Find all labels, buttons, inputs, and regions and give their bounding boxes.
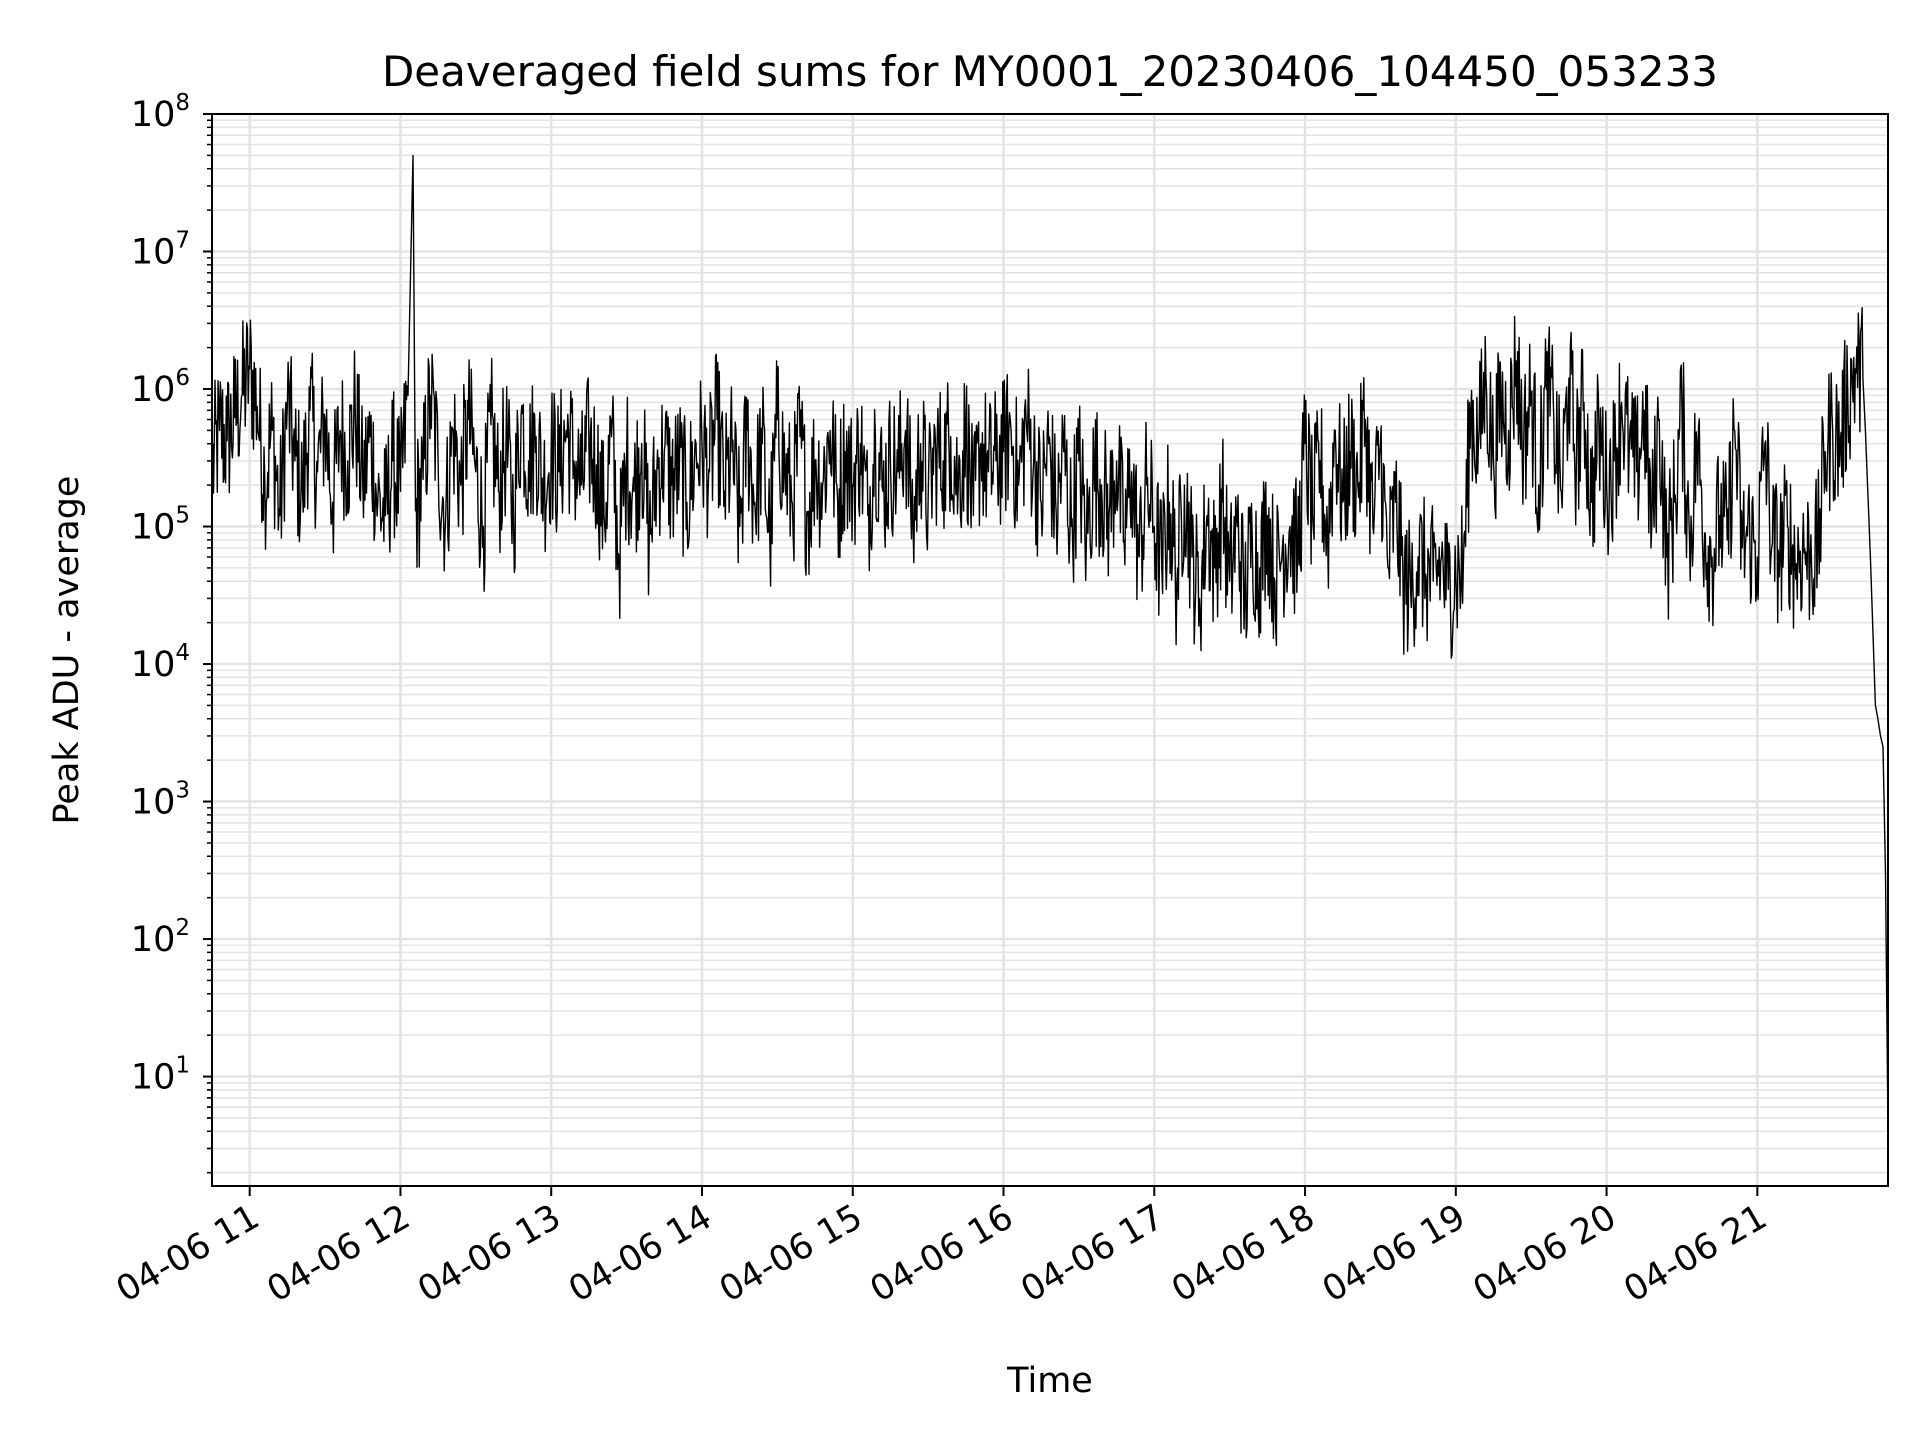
- y-tick-exponent: 4: [175, 640, 190, 666]
- y-tick-label: 108: [131, 90, 190, 135]
- y-tick-exponent: 1: [175, 1053, 190, 1079]
- axis-ticks: [203, 113, 1759, 1196]
- chart-title: Deaveraged field sums for MY0001_2023040…: [382, 47, 1718, 96]
- plot-area-frame: [211, 113, 1889, 1187]
- x-axis-label: Time: [1006, 1361, 1093, 1401]
- y-tick-base: 10: [131, 920, 176, 960]
- y-tick-exponent: 5: [175, 503, 190, 529]
- y-tick-exponent: 7: [175, 228, 190, 254]
- y-tick-exponent: 6: [175, 365, 190, 391]
- y-tick-label: 103: [131, 778, 190, 823]
- y-tick-base: 10: [131, 783, 176, 823]
- y-tick-base: 10: [131, 233, 176, 273]
- y-tick-exponent: 3: [175, 778, 190, 804]
- y-tick-exponent: 2: [175, 915, 190, 941]
- y-tick-label: 107: [131, 228, 190, 273]
- y-tick-base: 10: [131, 645, 176, 685]
- minor-gridlines: [212, 119, 1888, 1174]
- y-axis-label: Peak ADU - average: [47, 476, 87, 825]
- y-tick-base: 10: [131, 1058, 176, 1098]
- y-tick-label: 104: [131, 640, 190, 685]
- y-tick-label: 102: [131, 915, 190, 960]
- y-tick-exponent: 8: [175, 90, 190, 116]
- series-layer: [211, 154, 1889, 1132]
- y-tick-label: 101: [131, 1053, 190, 1098]
- y-tick-label: 105: [131, 503, 190, 548]
- y-tick-base: 10: [131, 370, 176, 410]
- y-tick-label: 106: [131, 365, 190, 410]
- y-tick-base: 10: [131, 95, 176, 135]
- y-tick-base: 10: [131, 508, 176, 548]
- series-line: [211, 154, 1889, 1132]
